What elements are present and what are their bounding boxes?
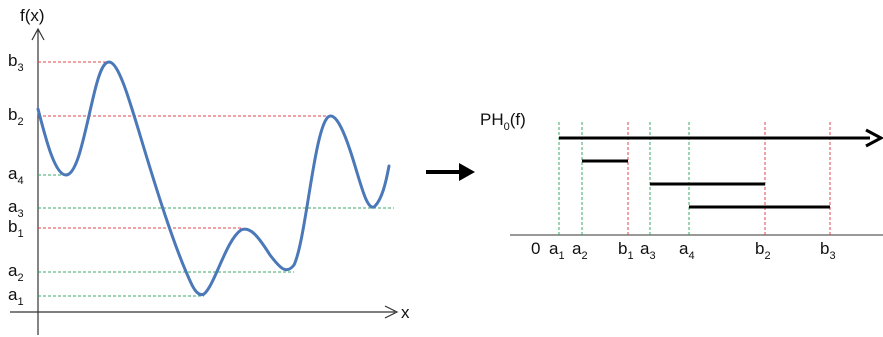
x-axis-label: x [401,303,410,322]
tick-label-b1: b1 [618,239,634,262]
tick-label-b2: b2 [755,239,771,262]
tick-label-a4: a4 [679,239,695,262]
barcode-title: PH0(f) [480,110,526,133]
level-label-a4: a4 [8,164,24,187]
tick-label-a2: a2 [572,239,588,262]
transform-arrow [426,163,475,181]
barcode-bars [559,128,883,209]
y-axis-arrowhead [31,27,45,41]
barcode-plot: PH0(f) 0 a1 a2 b1 a3 a4 b2 b3 [480,110,883,262]
function-curve [36,60,391,297]
x-axis-arrowhead [384,305,399,319]
tick-label-a1: a1 [549,239,565,262]
level-label-b3: b3 [8,51,24,74]
tick-label-b3: b3 [820,239,836,262]
level-label-a3: a3 [8,197,24,220]
barcode-tick-labels: a1 a2 b1 a3 a4 b2 b3 [549,239,836,262]
origin-label: 0 [531,239,540,258]
tick-label-a3: a3 [640,239,656,262]
barcode-tick-lines [558,122,831,235]
level-label-a2: a2 [8,261,24,284]
level-lines [38,61,394,297]
y-axis-label: f(x) [20,6,45,25]
bar-infinity-arrowhead [865,128,883,148]
level-label-a1: a1 [8,285,24,308]
level-label-b2: b2 [8,105,24,128]
level-label-b1: b1 [8,217,24,240]
